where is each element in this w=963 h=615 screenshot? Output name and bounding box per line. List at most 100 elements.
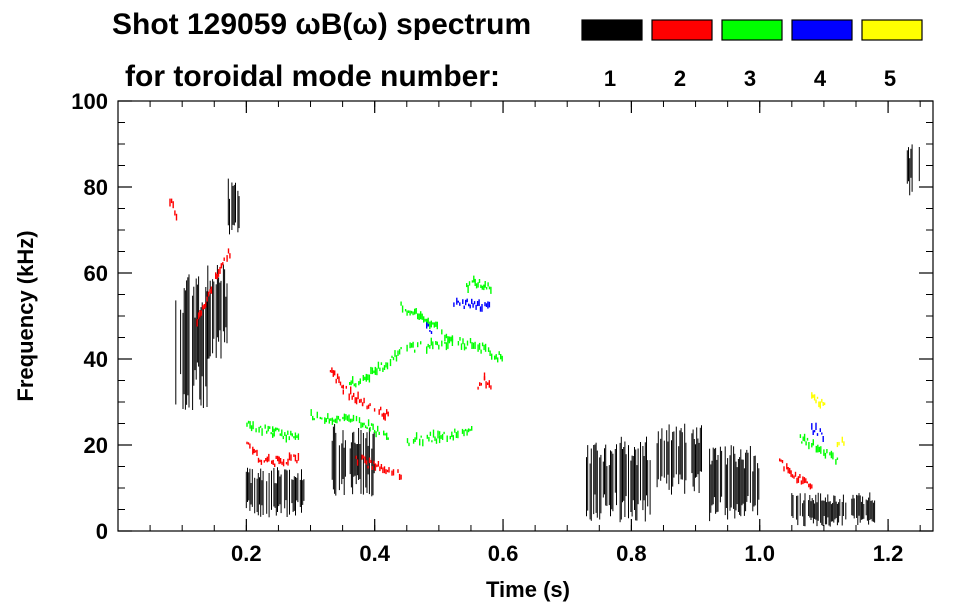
mode-point <box>429 329 431 332</box>
mode-point <box>819 401 821 409</box>
mode-point <box>430 331 433 334</box>
mode-point <box>254 450 257 453</box>
mode-point <box>266 456 268 463</box>
mode-point <box>270 432 272 435</box>
mode-point <box>321 417 323 420</box>
mode-point <box>451 431 453 438</box>
mode-point <box>811 484 813 489</box>
mode-point <box>780 459 782 462</box>
mode-point <box>475 283 478 289</box>
mode-point <box>293 454 295 457</box>
mode-point <box>391 355 393 358</box>
mode-point <box>373 408 376 412</box>
mode-point <box>832 452 834 460</box>
mode-point <box>449 435 451 440</box>
mode-point <box>339 381 342 386</box>
mode-point <box>169 198 171 207</box>
legend-swatch-n3 <box>721 19 783 41</box>
mode-point <box>360 422 362 429</box>
mode-point <box>205 302 207 308</box>
mode-point <box>429 431 432 436</box>
mode-point <box>497 357 499 363</box>
mode-point <box>459 302 461 306</box>
series-n5 <box>811 392 845 448</box>
mode-point <box>429 345 431 349</box>
mode-point <box>331 367 333 373</box>
mode-point <box>484 343 487 352</box>
mode-point <box>481 285 483 290</box>
x-tick-label: 0.2 <box>231 541 262 566</box>
legend-swatch-n4 <box>791 19 853 41</box>
mode-point <box>412 439 415 444</box>
mode-point <box>471 280 474 283</box>
legend-swatch-n2 <box>651 19 713 41</box>
mode-point <box>337 415 340 420</box>
mode-point <box>490 286 492 294</box>
mode-point <box>823 449 825 456</box>
mode-point <box>334 418 337 423</box>
mode-point <box>487 347 490 352</box>
mode-point <box>455 432 458 438</box>
mode-point <box>433 322 435 328</box>
mode-point <box>247 420 250 424</box>
mode-point <box>826 449 828 454</box>
mode-point <box>421 313 423 320</box>
mode-point <box>275 427 277 432</box>
mode-point <box>313 418 315 421</box>
mode-point <box>377 425 379 432</box>
mode-point <box>215 272 217 279</box>
mode-point <box>818 446 820 453</box>
mode-point <box>328 418 330 424</box>
mode-point <box>353 383 355 387</box>
mode-point <box>436 341 438 346</box>
mode-point <box>370 366 372 375</box>
mode-point <box>264 424 266 429</box>
mode-point <box>435 321 437 327</box>
mode-point <box>478 299 480 306</box>
mode-point <box>329 370 332 373</box>
mode-point <box>364 425 367 429</box>
mode-point <box>786 463 788 470</box>
mode-point <box>293 436 295 439</box>
mode-point <box>278 456 280 465</box>
mode-point <box>175 213 178 221</box>
mode-point <box>358 417 361 424</box>
y-tick-label: 0 <box>96 519 108 544</box>
mode-point <box>372 423 374 430</box>
mode-point <box>426 434 428 439</box>
mode-point <box>420 311 422 320</box>
mode-point <box>371 367 374 375</box>
mode-point <box>414 437 416 442</box>
mode-point <box>391 470 393 476</box>
mode-point <box>385 362 387 368</box>
mode-point <box>349 418 352 423</box>
mode-point <box>382 467 384 474</box>
mode-point <box>373 460 375 465</box>
mode-point <box>369 403 371 407</box>
mode-point <box>253 448 255 454</box>
mode-point <box>805 441 807 446</box>
legend-swatch-n1 <box>581 19 643 41</box>
mode-point <box>335 378 337 384</box>
mode-point <box>434 436 436 441</box>
mode-point <box>406 438 409 444</box>
mode-point <box>265 458 267 462</box>
mode-point <box>357 391 359 400</box>
mode-point <box>200 310 203 316</box>
mode-point <box>451 338 454 346</box>
mode-point <box>477 344 479 352</box>
y-tick-label: 60 <box>84 261 108 286</box>
mode-point <box>830 450 833 459</box>
mode-point <box>373 429 376 434</box>
mode-point <box>287 458 289 466</box>
mode-point <box>287 430 289 435</box>
mode-point <box>296 435 298 438</box>
mode-point <box>226 255 228 262</box>
mode-point <box>457 300 459 303</box>
legend-label-n3: 3 <box>744 66 756 91</box>
mode-point <box>454 428 456 433</box>
mode-point <box>352 414 355 422</box>
mode-point <box>247 442 250 445</box>
mode-point <box>490 385 492 390</box>
mode-point <box>812 439 814 446</box>
